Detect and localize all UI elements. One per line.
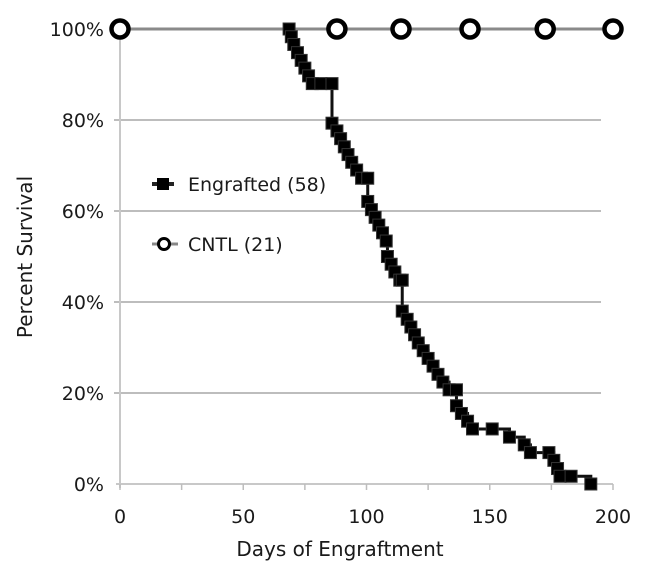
engrafted-point [553, 469, 567, 483]
engrafted-point [584, 477, 598, 491]
series [109, 18, 624, 491]
y-tick-label: 40% [62, 292, 104, 314]
engrafted-point [485, 422, 499, 436]
legend-item-engrafted: Engrafted (58) [152, 174, 326, 196]
legend-cntl-circle-marker [157, 237, 171, 251]
y-tick-label: 80% [62, 110, 104, 132]
engrafted-point [361, 171, 375, 185]
engrafted-point [449, 383, 463, 397]
engrafted-point [502, 430, 516, 444]
axes [116, 29, 614, 490]
engrafted-point [325, 77, 339, 91]
x-tick-label: 100 [348, 506, 384, 528]
engrafted-point [395, 273, 409, 287]
x-tick-label: 150 [472, 506, 508, 528]
legend-engrafted-square-marker [157, 178, 169, 190]
cntl-point [390, 18, 412, 40]
y-tick-label: 0% [74, 474, 104, 496]
y-axis-title: Percent Survival [13, 176, 37, 338]
cntl-point [109, 18, 131, 40]
x-axis-title: Days of Engraftment [236, 537, 443, 561]
y-tick-label: 100% [50, 19, 104, 41]
legend-engrafted-label: Engrafted (58) [188, 174, 326, 196]
cntl-point [534, 18, 556, 40]
x-tick-label: 200 [595, 506, 631, 528]
x-tick-label: 0 [114, 506, 126, 528]
legend-item-cntl: CNTL (21) [152, 234, 283, 256]
engrafted-point [523, 446, 537, 460]
y-tick-label: 60% [62, 201, 104, 223]
engrafted-point [564, 469, 578, 483]
legend-cntl-label: CNTL (21) [188, 234, 283, 256]
cntl-point [459, 18, 481, 40]
y-tick-label: 20% [62, 383, 104, 405]
engrafted-line [289, 27, 593, 484]
gridlines [114, 28, 601, 394]
engrafted-point [379, 234, 393, 248]
x-tick-labels: 0 50 100 150 200 [114, 506, 631, 528]
legend: Engrafted (58) CNTL (21) [152, 174, 326, 256]
x-tick-label: 50 [231, 506, 255, 528]
cntl-point [326, 18, 348, 40]
engrafted-point [465, 422, 479, 436]
y-tick-labels: 0% 20% 40% 60% 80% 100% [50, 19, 104, 496]
engrafted-point [314, 77, 328, 91]
cntl-point [602, 18, 624, 40]
